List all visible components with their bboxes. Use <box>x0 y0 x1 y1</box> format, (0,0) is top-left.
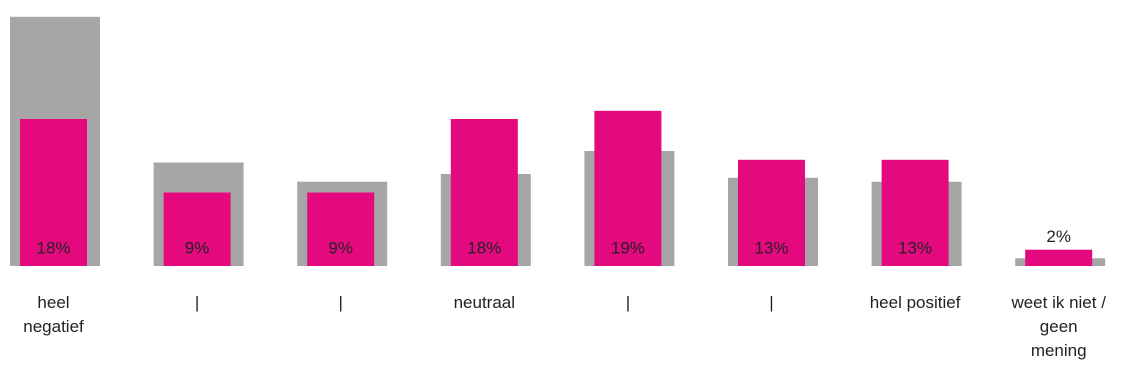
category-label-line: neutraal <box>454 293 515 312</box>
value-bar <box>307 192 375 266</box>
value-bar <box>594 110 662 266</box>
category-labels: heel negatief | | neutraal | | heel positief wee… <box>23 293 1106 360</box>
category-label: | <box>338 293 342 312</box>
category-label-line: weet ik niet / <box>1010 293 1106 312</box>
value-bar <box>881 159 949 266</box>
value-label: 18% <box>36 238 70 257</box>
category-label-line: mening <box>1031 341 1087 360</box>
value-bars <box>20 110 1093 266</box>
category-label: heel negatief <box>23 293 84 336</box>
category-label-line: | <box>195 293 199 312</box>
value-label: 2% <box>1046 227 1071 246</box>
value-bar <box>450 119 518 266</box>
category-label: weet ik niet / geen mening <box>1010 293 1106 360</box>
value-bar <box>738 159 805 266</box>
category-label: neutraal <box>454 293 515 312</box>
value-label: 9% <box>185 238 210 257</box>
value-bar <box>163 192 231 266</box>
category-label-line: negatief <box>23 317 84 336</box>
value-labels: 18% 9% 9% 18% 19% 13% 13% 2% <box>36 227 1071 257</box>
value-label: 18% <box>467 238 501 257</box>
category-label-line: heel <box>37 293 69 312</box>
value-label: 13% <box>754 238 788 257</box>
value-label: 13% <box>898 238 932 257</box>
category-label-line: | <box>769 293 773 312</box>
value-label: 19% <box>611 238 645 257</box>
category-label-line: geen <box>1040 317 1078 336</box>
category-label: | <box>769 293 773 312</box>
category-label: | <box>626 293 630 312</box>
category-label-line: | <box>626 293 630 312</box>
value-bar <box>20 119 87 266</box>
category-label: heel positief <box>870 293 961 312</box>
category-label-line: | <box>338 293 342 312</box>
value-label: 9% <box>328 238 353 257</box>
value-bar <box>1025 249 1093 266</box>
category-label-line: heel positief <box>870 293 961 312</box>
category-label: | <box>195 293 199 312</box>
